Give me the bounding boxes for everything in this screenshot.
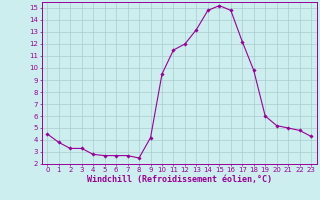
- X-axis label: Windchill (Refroidissement éolien,°C): Windchill (Refroidissement éolien,°C): [87, 175, 272, 184]
